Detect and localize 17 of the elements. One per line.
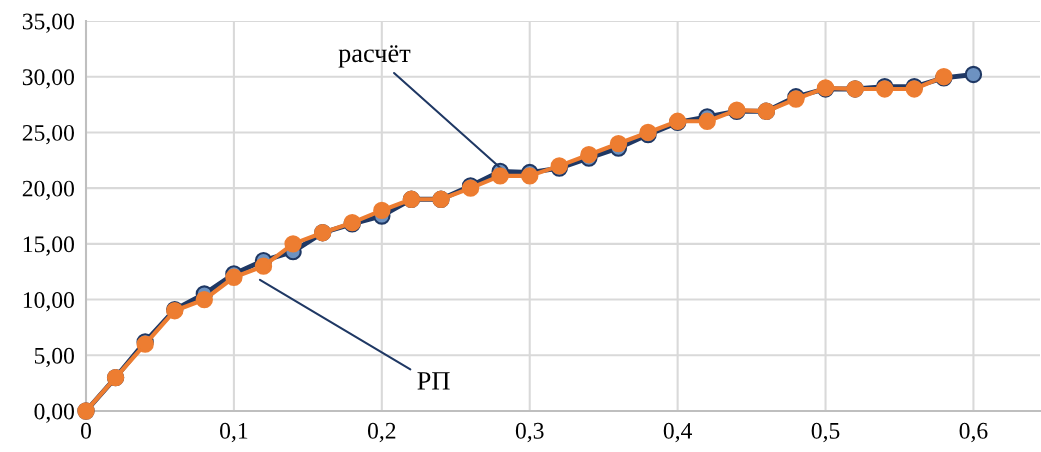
y-tick-label: 20,00 bbox=[22, 180, 74, 200]
x-tick-label: 0,5 bbox=[811, 422, 840, 443]
y-tick-label: 30,00 bbox=[22, 69, 74, 89]
x-tick-label: 0,6 bbox=[959, 422, 988, 443]
y-tick-label: 15,00 bbox=[23, 236, 74, 256]
y-tick-label: 10,00 bbox=[23, 292, 74, 312]
y-tick-label: 35,00 bbox=[22, 13, 74, 33]
annotation: РП bbox=[417, 372, 450, 390]
y-tick-label: 25,00 bbox=[22, 124, 74, 145]
x-tick-label: 0 bbox=[81, 422, 91, 439]
x-tick-label: 0,1 bbox=[220, 422, 248, 443]
x-tick-label: 0,4 bbox=[663, 422, 693, 443]
x-tick-label: 0,2 bbox=[367, 422, 396, 443]
x-tick-label: 0,3 bbox=[515, 422, 544, 443]
y-tick-label: 5,00 bbox=[34, 347, 74, 368]
annotation: расчёт bbox=[338, 45, 411, 68]
y-tick-label: 0,00 bbox=[34, 403, 74, 423]
